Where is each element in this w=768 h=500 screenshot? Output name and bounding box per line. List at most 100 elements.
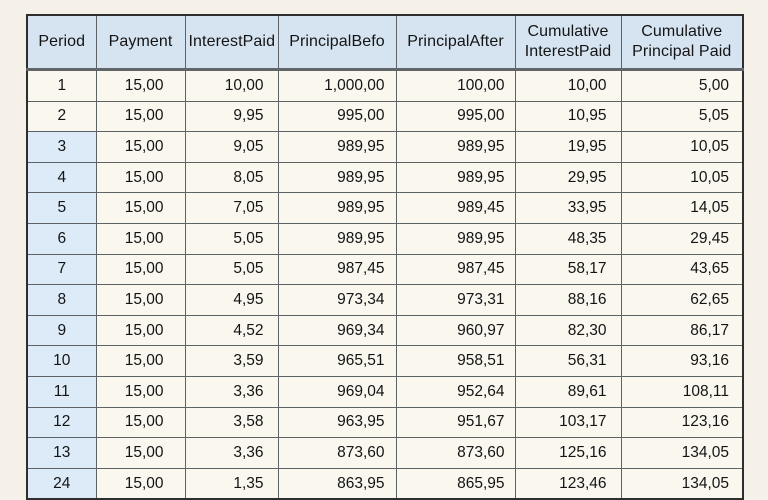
cell-principal-befo: 989,95 bbox=[277, 161, 397, 194]
cell-interest-paid: 3,36 bbox=[184, 375, 279, 408]
cell-principal-befo: 873,60 bbox=[277, 437, 397, 469]
table-row: 24 15,00 1,35 863,95 865,95 123,46 134,05 bbox=[26, 467, 744, 500]
cell-cumulative-interest-paid: 88,16 bbox=[514, 284, 622, 316]
cell-payment: 15,00 bbox=[95, 161, 186, 194]
column-header-text: PrincipalBefo bbox=[289, 33, 385, 51]
table-row: 9 15,00 4,52 969,34 960,97 82,30 86,17 bbox=[26, 314, 744, 347]
cell-period: 10 bbox=[26, 345, 97, 377]
cell-interest-paid: 7,05 bbox=[184, 192, 279, 224]
cell-principal-after: 958,51 bbox=[395, 345, 516, 377]
table-header: Period Payment InterestPaid PrincipalBefo Pr… bbox=[26, 14, 744, 71]
cell-payment: 15,00 bbox=[95, 222, 186, 255]
cell-period: 7 bbox=[26, 253, 97, 286]
table-row: 12 15,00 3,58 963,95 951,67 103,17 123,16 bbox=[26, 406, 744, 439]
cell-payment: 15,00 bbox=[95, 345, 186, 377]
cell-payment: 15,00 bbox=[95, 100, 186, 133]
table-body: 1 15,00 10,00 1,000,00 100,00 10,00 5,00 2 15,00… bbox=[26, 69, 744, 500]
cell-cumulative-principal-paid: 93,16 bbox=[620, 345, 744, 377]
cell-period: 11 bbox=[26, 375, 97, 408]
cell-principal-befo: 995,00 bbox=[277, 100, 397, 133]
cell-cumulative-interest-paid: 56,31 bbox=[514, 345, 622, 377]
cell-principal-after: 865,95 bbox=[395, 467, 516, 500]
table-row: 13 15,00 3,36 873,60 873,60 125,16 134,05 bbox=[26, 437, 744, 469]
column-header-cumulative-interest-paid: Cumulative InterestPaid bbox=[514, 14, 622, 71]
cell-period: 6 bbox=[26, 222, 97, 255]
cell-cumulative-principal-paid: 14,05 bbox=[620, 192, 744, 224]
cell-cumulative-interest-paid: 33,95 bbox=[514, 192, 622, 224]
cell-cumulative-principal-paid: 29,45 bbox=[620, 222, 744, 255]
cell-interest-paid: 4,52 bbox=[184, 314, 279, 347]
cell-period: 8 bbox=[26, 284, 97, 316]
cell-payment: 15,00 bbox=[95, 192, 186, 224]
cell-principal-befo: 863,95 bbox=[277, 467, 397, 500]
cell-principal-befo: 969,34 bbox=[277, 314, 397, 347]
cell-principal-befo: 989,95 bbox=[277, 192, 397, 224]
cell-cumulative-interest-paid: 10,95 bbox=[514, 100, 622, 133]
cell-cumulative-interest-paid: 10,00 bbox=[514, 69, 622, 102]
cell-payment: 15,00 bbox=[95, 406, 186, 439]
cell-period: 13 bbox=[26, 437, 97, 469]
table-row: 10 15,00 3,59 965,51 958,51 56,31 93,16 bbox=[26, 345, 744, 377]
cell-principal-after: 100,00 bbox=[395, 69, 516, 102]
cell-principal-after: 873,60 bbox=[395, 437, 516, 469]
cell-principal-befo: 973,34 bbox=[277, 284, 397, 316]
cell-cumulative-principal-paid: 86,17 bbox=[620, 314, 744, 347]
cell-interest-paid: 9,95 bbox=[184, 100, 279, 133]
cell-principal-after: 960,97 bbox=[395, 314, 516, 347]
table-row: 6 15,00 5,05 989,95 989,95 48,35 29,45 bbox=[26, 222, 744, 255]
cell-period: 1 bbox=[26, 69, 97, 102]
table-row: 3 15,00 9,05 989,95 989,95 19,95 10,05 bbox=[26, 131, 744, 163]
column-header-text: Cumulative bbox=[527, 23, 609, 41]
cell-cumulative-principal-paid: 43,65 bbox=[620, 253, 744, 286]
column-header-payment: Payment bbox=[95, 14, 186, 71]
cell-payment: 15,00 bbox=[95, 69, 186, 102]
cell-cumulative-interest-paid: 125,16 bbox=[514, 437, 622, 469]
column-header-cumulative-principal-paid: Cumulative Principal Paid bbox=[620, 14, 744, 71]
cell-principal-after: 987,45 bbox=[395, 253, 516, 286]
cell-cumulative-principal-paid: 134,05 bbox=[620, 437, 744, 469]
cell-interest-paid: 4,95 bbox=[184, 284, 279, 316]
table-row: 4 15,00 8,05 989,95 989,95 29,95 10,05 bbox=[26, 161, 744, 194]
cell-cumulative-interest-paid: 103,17 bbox=[514, 406, 622, 439]
cell-principal-befo: 987,45 bbox=[277, 253, 397, 286]
cell-cumulative-interest-paid: 48,35 bbox=[514, 222, 622, 255]
cell-cumulative-interest-paid: 89,61 bbox=[514, 375, 622, 408]
cell-principal-after: 951,67 bbox=[395, 406, 516, 439]
cell-principal-befo: 969,04 bbox=[277, 375, 397, 408]
cell-interest-paid: 1,35 bbox=[184, 467, 279, 500]
cell-period: 4 bbox=[26, 161, 97, 194]
column-header-principal-befo: PrincipalBefo bbox=[277, 14, 397, 71]
cell-principal-befo: 989,95 bbox=[277, 131, 397, 163]
cell-period: 12 bbox=[26, 406, 97, 439]
cell-principal-befo: 963,95 bbox=[277, 406, 397, 439]
cell-principal-after: 989,45 bbox=[395, 192, 516, 224]
cell-payment: 15,00 bbox=[95, 253, 186, 286]
cell-principal-after: 952,64 bbox=[395, 375, 516, 408]
cell-principal-befo: 989,95 bbox=[277, 222, 397, 255]
table-row: 11 15,00 3,36 969,04 952,64 89,61 108,11 bbox=[26, 375, 744, 408]
cell-interest-paid: 9,05 bbox=[184, 131, 279, 163]
column-header-text: Period bbox=[38, 33, 86, 51]
amortization-table: Period Payment InterestPaid PrincipalBefo Pr… bbox=[26, 14, 744, 500]
cell-cumulative-principal-paid: 10,05 bbox=[620, 131, 744, 163]
table-header-row: Period Payment InterestPaid PrincipalBefo Pr… bbox=[26, 14, 744, 71]
column-header-text: PrincipalAfter bbox=[407, 33, 504, 51]
column-header-interest-paid: InterestPaid bbox=[184, 14, 279, 71]
cell-period: 9 bbox=[26, 314, 97, 347]
cell-interest-paid: 8,05 bbox=[184, 161, 279, 194]
cell-principal-after: 989,95 bbox=[395, 161, 516, 194]
cell-payment: 15,00 bbox=[95, 284, 186, 316]
cell-principal-after: 973,31 bbox=[395, 284, 516, 316]
cell-payment: 15,00 bbox=[95, 467, 186, 500]
column-header-text: InterestPaid bbox=[188, 33, 276, 51]
column-header-period: Period bbox=[26, 14, 97, 71]
cell-cumulative-interest-paid: 58,17 bbox=[514, 253, 622, 286]
cell-cumulative-interest-paid: 19,95 bbox=[514, 131, 622, 163]
cell-cumulative-principal-paid: 5,05 bbox=[620, 100, 744, 133]
cell-cumulative-principal-paid: 62,65 bbox=[620, 284, 744, 316]
table-row: 2 15,00 9,95 995,00 995,00 10,95 5,05 bbox=[26, 100, 744, 133]
cell-cumulative-interest-paid: 123,46 bbox=[514, 467, 622, 500]
cell-cumulative-principal-paid: 123,16 bbox=[620, 406, 744, 439]
column-header-principal-after: PrincipalAfter bbox=[395, 14, 516, 71]
cell-interest-paid: 10,00 bbox=[184, 69, 279, 102]
